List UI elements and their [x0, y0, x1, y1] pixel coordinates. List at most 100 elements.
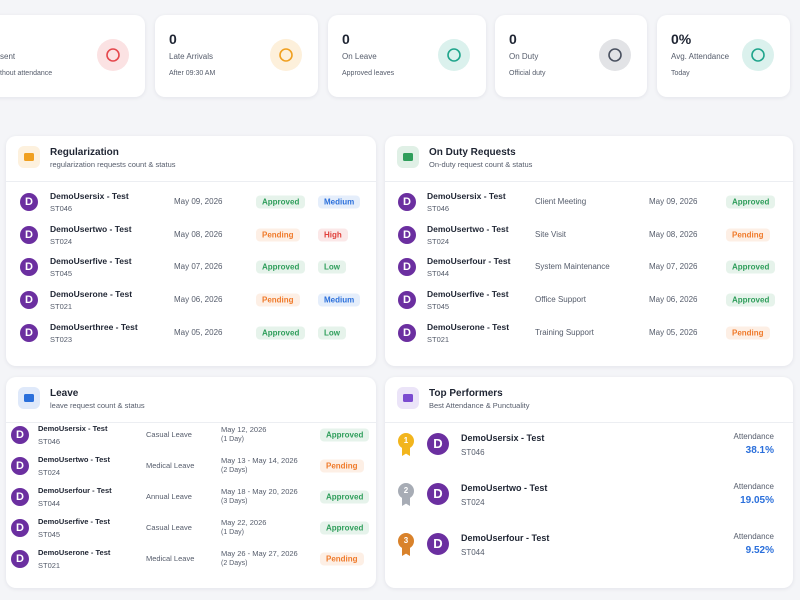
leave-date: May 22, 2026 — [221, 518, 267, 527]
status-badge: Medium — [318, 293, 361, 307]
avatar: D — [398, 323, 416, 342]
panel: Regularization regularization requests co… — [6, 136, 376, 366]
request-date: May 09, 2026 — [174, 197, 223, 206]
leave-type: Medical Leave — [146, 461, 195, 470]
status-badge: Pending — [320, 459, 364, 473]
employee-name: DemoUserone - Test — [38, 548, 111, 557]
stat-icon — [438, 39, 470, 71]
panel-subtitle: On-duty request count & status — [429, 160, 533, 169]
status-badge: Pending — [256, 228, 300, 242]
employee-name: DemoUserfour - Test — [461, 533, 550, 543]
employee-id: ST045 — [50, 269, 73, 279]
medal: 1 — [398, 433, 414, 449]
panel-icon — [18, 387, 40, 409]
stat-sub: thout attendance — [0, 70, 53, 77]
leave-days: (2 Days) — [221, 467, 248, 474]
employee-id: ST046 — [427, 204, 450, 213]
leave-type: Casual Leave — [146, 523, 192, 532]
employee-name: DemoUsertwo - Test — [38, 455, 110, 464]
avatar: D — [11, 426, 29, 444]
divider — [385, 422, 793, 423]
status-badge: Approved — [726, 260, 776, 274]
employee-name: DemoUsertwo - Test — [427, 223, 509, 234]
attendance-label: Attendance — [733, 482, 774, 491]
stat-value: 0 — [342, 31, 350, 47]
stat-icon — [599, 39, 631, 71]
request-date: May 06, 2026 — [649, 295, 698, 305]
employee-id: ST046 — [50, 204, 73, 213]
stat-sub: Today — [671, 70, 690, 77]
panel: On Duty Requests On-duty request count & … — [385, 136, 793, 366]
stat-value: 0 — [509, 31, 517, 47]
employee-name: DemoUserfour - Test — [38, 486, 112, 495]
status-badge: Pending — [726, 326, 770, 340]
leave-date: May 13 - May 14, 2026 — [221, 456, 298, 465]
status-badge: Approved — [320, 490, 370, 504]
avatar: D — [398, 291, 416, 310]
divider — [6, 422, 376, 423]
status-badge: Approved — [256, 195, 306, 209]
panel: Leave leave request count & status D DemoUs… — [6, 377, 376, 588]
attendance-value: 19.05% — [740, 495, 774, 506]
stat-card: 0 On Duty Official duty — [495, 15, 647, 97]
ribbon — [402, 548, 410, 556]
request-date: May 05, 2026 — [174, 327, 223, 337]
stat-label: On Duty — [509, 52, 539, 61]
leave-days: (2 Days) — [221, 560, 248, 567]
leave-date: May 12, 2026 — [221, 425, 267, 434]
employee-name: DemoUsersix - Test — [50, 191, 129, 201]
medal: 3 — [398, 533, 414, 549]
employee-id: ST044 — [461, 548, 485, 557]
panel-title: Regularization — [50, 147, 119, 158]
panel-subtitle: regularization requests count & status — [50, 160, 176, 169]
avatar: D — [398, 225, 416, 244]
panel-title: Leave — [50, 388, 79, 399]
employee-id: ST024 — [38, 468, 61, 477]
status-badge: High — [318, 228, 348, 242]
attendance-value: 9.52% — [745, 545, 774, 556]
avatar: D — [427, 433, 449, 455]
stat-card: 0 Late Arrivals After 09:30 AM — [155, 15, 318, 97]
employee-id: ST024 — [427, 236, 450, 246]
duty-type: Client Meeting — [535, 197, 587, 206]
avatar: D — [20, 258, 38, 277]
panel-subtitle: leave request count & status — [50, 401, 145, 410]
status-badge: Approved — [256, 260, 306, 274]
panel-title: Top Performers — [429, 388, 503, 399]
stat-sub: Approved leaves — [342, 70, 395, 77]
panel-icon — [397, 146, 419, 168]
status-badge: Pending — [726, 228, 770, 242]
leave-date: May 26 - May 27, 2026 — [221, 549, 298, 558]
stat-sub: After 09:30 AM — [169, 70, 216, 77]
employee-name: DemoUserthree - Test — [50, 321, 138, 332]
avatar: D — [20, 225, 38, 244]
request-date: May 08, 2026 — [649, 229, 698, 239]
request-date: May 09, 2026 — [649, 197, 698, 206]
leave-date: May 18 - May 20, 2026 — [221, 487, 298, 496]
employee-name: DemoUserfour - Test — [427, 256, 511, 267]
stat-icon — [742, 39, 774, 71]
avatar: D — [20, 323, 38, 342]
stat-sub: Official duty — [509, 70, 546, 77]
panel-icon — [397, 387, 419, 409]
stat-label: Avg. Attendance — [671, 52, 730, 61]
avatar: D — [11, 550, 29, 568]
avatar: D — [11, 488, 29, 506]
stat-icon — [97, 39, 129, 71]
leave-days: (1 Day) — [221, 529, 244, 536]
avatar: D — [20, 193, 38, 211]
stat-card: 0% Avg. Attendance Today — [657, 15, 790, 97]
avatar: D — [398, 193, 416, 211]
employee-name: DemoUserfive - Test — [427, 289, 509, 300]
employee-name: DemoUserone - Test — [50, 289, 133, 300]
request-date: May 05, 2026 — [649, 327, 698, 337]
stat-icon — [270, 39, 302, 71]
employee-name: DemoUsertwo - Test — [50, 223, 132, 234]
leave-type: Casual Leave — [146, 430, 192, 439]
stat-label: On Leave — [342, 52, 377, 61]
avatar: D — [20, 291, 38, 310]
employee-name: DemoUsertwo - Test — [461, 483, 548, 493]
employee-id: ST044 — [38, 499, 61, 508]
panel-title: On Duty Requests — [429, 147, 516, 158]
